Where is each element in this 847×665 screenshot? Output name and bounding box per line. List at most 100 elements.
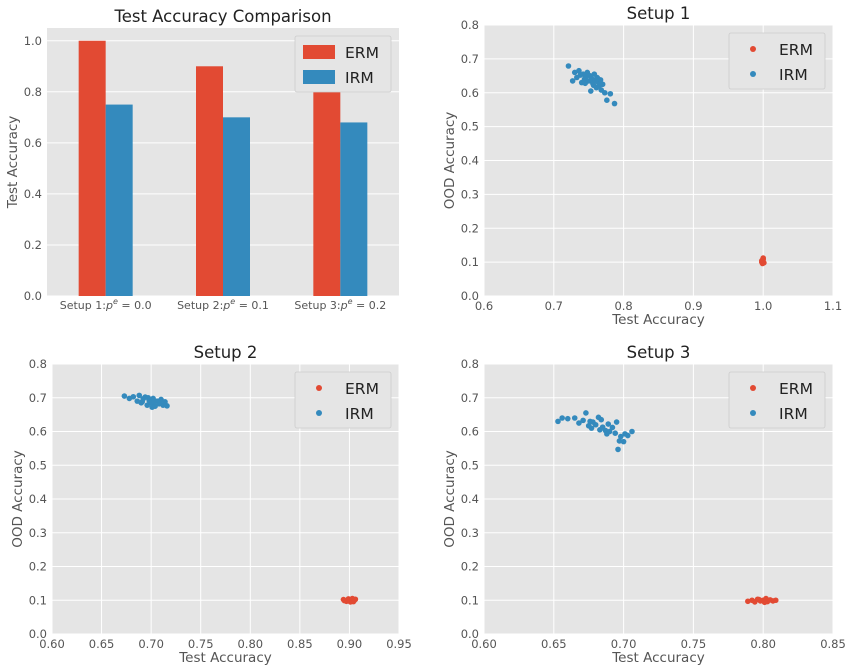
point-irm	[164, 403, 170, 409]
point-irm	[149, 404, 155, 411]
x-tick-label: 0.85	[820, 637, 846, 651]
point-irm	[587, 88, 594, 94]
legend-marker	[750, 71, 756, 77]
point-irm	[599, 81, 606, 88]
chart-title: Setup 2	[194, 343, 258, 362]
point-irm	[592, 421, 599, 428]
chart-title: Test Accuracy Comparison	[113, 7, 331, 26]
bar-irm	[223, 117, 250, 296]
point-irm	[555, 418, 561, 425]
y-tick-label: 0.0	[24, 289, 42, 303]
y-tick-label: 0.2	[461, 560, 479, 574]
y-tick-label: 0.6	[24, 136, 42, 150]
y-tick-label: 0.3	[461, 526, 479, 540]
bar-erm	[78, 40, 106, 297]
point-irm	[157, 398, 163, 404]
legend-label: ERM	[345, 44, 379, 62]
point-irm	[601, 89, 608, 96]
x-tick-label: 0.6	[475, 299, 493, 313]
point-irm	[629, 428, 635, 435]
x-tick-label: 0.65	[541, 637, 567, 651]
y-tick-label: 0.2	[461, 221, 479, 235]
legend-label: IRM	[345, 69, 374, 87]
y-tick-label: 0.0	[461, 289, 479, 303]
point-erm	[756, 596, 762, 603]
x-tick-label: 0.8	[614, 299, 632, 313]
x-tick-label: 0.80	[750, 637, 776, 651]
y-tick-label: 0.5	[461, 458, 479, 472]
legend-label: ERM	[779, 380, 813, 398]
point-irm	[624, 432, 631, 439]
point-irm	[613, 419, 620, 425]
point-irm	[598, 416, 605, 423]
point-irm	[611, 100, 618, 107]
y-tick-label: 0.1	[461, 593, 479, 607]
legend-marker	[750, 410, 756, 416]
point-erm	[772, 597, 779, 604]
point-irm	[604, 431, 610, 437]
point-irm	[582, 80, 589, 87]
bar-irm	[105, 104, 133, 296]
point-irm	[569, 78, 576, 84]
x-tick-label: Setup 3:pe = 0.2	[294, 297, 386, 312]
x-axis-label: Test Accuracy	[611, 312, 705, 328]
point-irm	[559, 415, 565, 421]
point-irm	[594, 75, 601, 82]
legend-swatch	[303, 70, 335, 84]
point-irm	[151, 399, 157, 405]
point-irm	[571, 415, 578, 421]
x-tick-label: 0.85	[287, 637, 313, 651]
x-tick-label: 0.70	[611, 637, 637, 651]
legend-label: IRM	[779, 405, 808, 423]
point-irm	[571, 69, 578, 76]
x-axis-label: Test Accuracy	[178, 650, 272, 665]
y-axis-label: OOD Accuracy	[442, 450, 458, 548]
point-irm	[604, 97, 610, 104]
point-erm	[351, 597, 358, 604]
y-tick-label: 0.2	[24, 238, 42, 252]
x-tick-label: 0.65	[89, 637, 115, 651]
x-tick-label: 0.7	[545, 299, 563, 313]
point-irm	[607, 90, 614, 97]
point-irm	[576, 420, 582, 426]
y-tick-label: 0.8	[29, 357, 47, 371]
point-irm	[580, 417, 586, 424]
point-irm	[588, 425, 595, 431]
y-tick-label: 1.0	[24, 34, 42, 48]
y-tick-label: 0.3	[29, 526, 47, 540]
point-irm	[615, 446, 621, 453]
legend-swatch	[303, 45, 335, 59]
y-tick-label: 0.1	[461, 255, 479, 269]
y-tick-label: 0.4	[461, 154, 479, 168]
legend-label: ERM	[779, 41, 813, 59]
y-tick-label: 0.6	[461, 425, 479, 439]
x-tick-label: Setup 2:pe = 0.1	[177, 297, 269, 312]
point-irm	[565, 63, 572, 69]
y-axis-label: Test Accuracy	[5, 116, 21, 210]
point-irm	[605, 421, 612, 427]
x-tick-label: 0.95	[386, 637, 412, 651]
x-tick-label: Setup 1:pe = 0.0	[60, 297, 152, 312]
legend-marker	[750, 385, 756, 391]
legend-marker	[750, 46, 756, 52]
y-tick-label: 0.4	[29, 492, 47, 506]
legend-label: IRM	[779, 66, 808, 84]
x-tick-label: 1.0	[754, 299, 772, 313]
y-tick-label: 0.5	[461, 120, 479, 134]
y-tick-label: 0.8	[461, 18, 479, 32]
point-irm	[121, 393, 128, 399]
y-tick-label: 0.7	[461, 391, 479, 405]
y-tick-label: 0.3	[461, 187, 479, 201]
chart-title: Setup 3	[627, 343, 691, 362]
y-tick-label: 0.2	[29, 560, 47, 574]
y-tick-label: 0.7	[461, 52, 479, 66]
x-tick-label: 0.90	[337, 637, 363, 651]
point-irm	[620, 438, 627, 445]
y-tick-label: 0.0	[29, 627, 47, 641]
point-irm	[139, 399, 146, 405]
axes-bar: 0.0 0.2 0.4 0.6 0.8 1.0 Test Accuracy Test Accu…	[5, 7, 399, 312]
legend-marker	[316, 385, 322, 391]
point-irm	[587, 418, 593, 425]
x-tick-label: 0.80	[237, 637, 263, 651]
